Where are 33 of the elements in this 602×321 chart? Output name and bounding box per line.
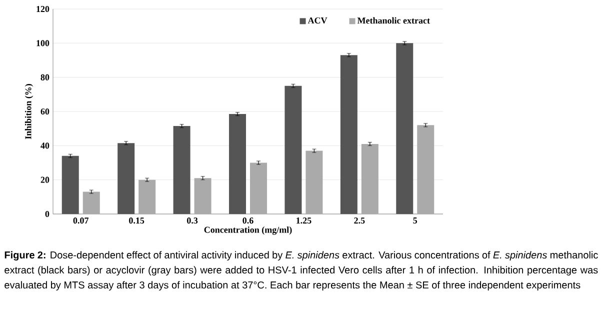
bar [62, 156, 79, 214]
x-tick-label: 1.25 [296, 218, 312, 224]
y-tick-label: 120 [36, 6, 50, 12]
legend-label: Methanolic extract [357, 17, 430, 24]
legend-label: ACV [308, 17, 328, 24]
x-tick-label: 5 [413, 218, 418, 224]
bar [250, 162, 267, 214]
x-tick-label: 0.15 [129, 218, 144, 224]
y-tick-label: 60 [40, 108, 50, 115]
bar [340, 55, 358, 214]
y-tick-label: 0 [45, 210, 50, 218]
bar [417, 125, 434, 214]
y-tick-label: 20 [40, 176, 50, 183]
bar [82, 192, 100, 214]
x-tick-label: 0.3 [187, 218, 198, 224]
y-axis-title: Inhibition (%) [24, 84, 34, 140]
y-tick-label: 80 [40, 74, 50, 80]
bar [138, 180, 156, 214]
bar [173, 126, 190, 214]
bar [361, 144, 378, 214]
bar [194, 178, 212, 214]
x-tick-label: 2.5 [354, 218, 365, 224]
bar [284, 86, 302, 214]
x-tick-label: 0.6 [242, 218, 254, 224]
bar [396, 43, 414, 214]
bar [306, 150, 323, 214]
bar [229, 114, 246, 214]
x-axis-title: Concentration (mg/ml) [204, 226, 292, 235]
y-tick-label: 100 [36, 40, 50, 46]
text: Figure 2: Dose-dependent effect of antiviral activity induced by E. spinidens extract. Various concentrations of E. spinidens methanolic extract (black bars) or acyclovir (gray bars) were added to HSV-1 infected Vero cells after 1 h of infection. Inhibition percentage was evaluated by MTS assay after 3 days of incubation at 37°C. Each bar represents the Mean ± SE of three independent experiments [4, 251, 598, 290]
bar [118, 143, 135, 214]
y-tick-label: 40 [40, 142, 50, 149]
x-tick-label: 0.07 [73, 218, 89, 224]
